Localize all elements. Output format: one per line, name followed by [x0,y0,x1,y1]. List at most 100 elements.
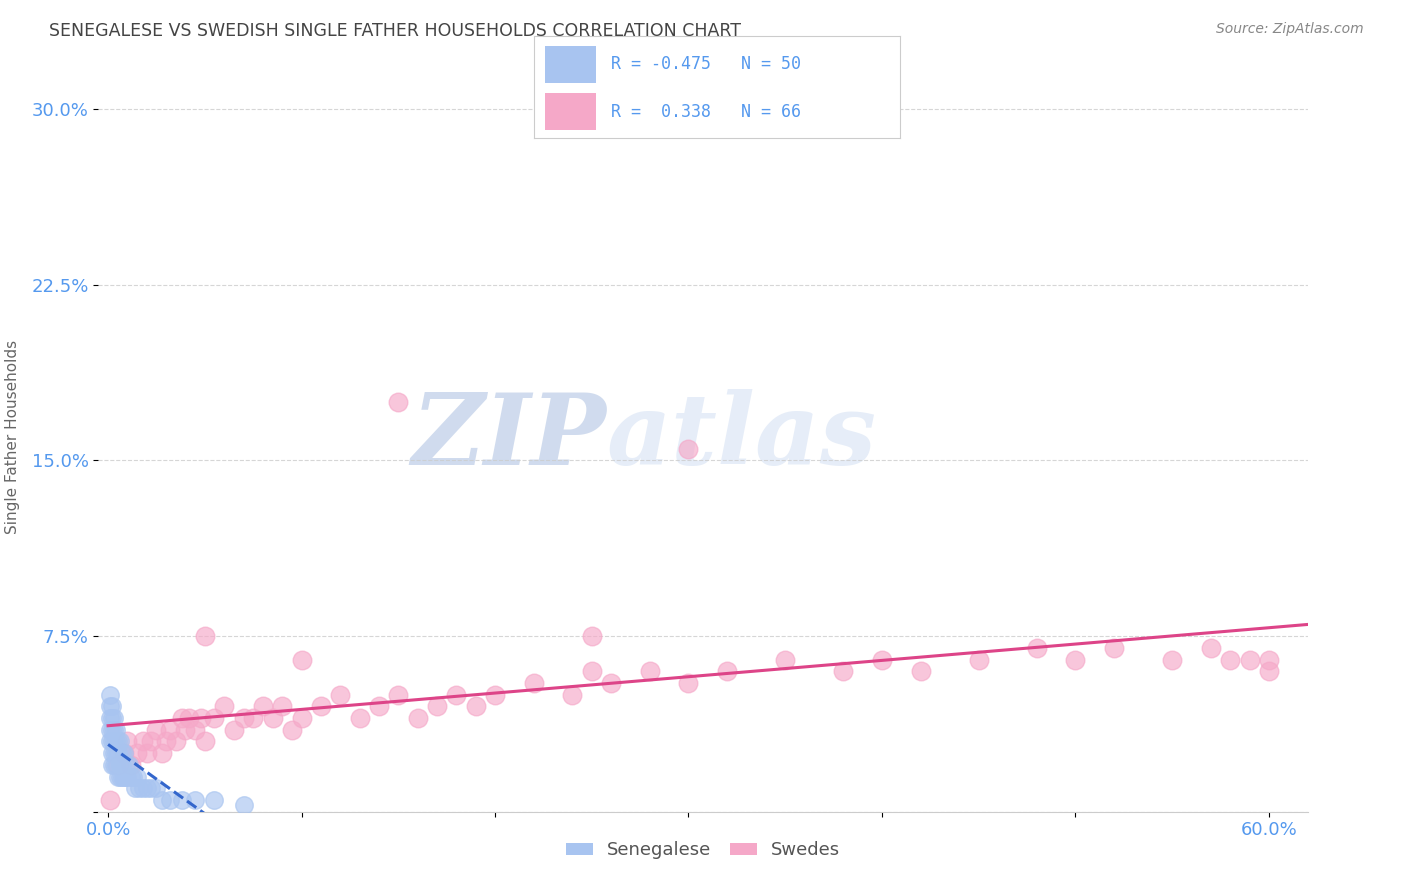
Point [870,652,893,666]
Point [98,688,121,702]
Point [127,770,149,784]
Point [406,711,429,725]
Point [174,723,197,737]
Bar [546,45,596,83]
Point [150,746,173,760]
Point [103,746,125,760]
Point [145,781,167,796]
Point [523,676,546,690]
Point [98,699,121,714]
Point [910,664,932,679]
Legend: Senegalese, Swedes: Senegalese, Swedes [558,834,848,866]
Text: atlas: atlas [606,389,876,485]
Point [155,734,177,748]
Point [104,746,127,760]
Point [159,723,181,737]
Point [368,699,391,714]
Point [150,793,173,807]
Point [232,711,254,725]
Point [184,793,207,807]
Point [600,676,623,690]
Point [190,711,212,725]
Point [678,442,700,456]
Point [832,664,855,679]
Point [104,758,127,772]
Point [1239,652,1261,666]
Point [128,781,150,796]
Point [1102,640,1125,655]
Point [638,664,661,679]
Point [98,793,121,807]
Point [124,781,146,796]
Point [139,734,162,748]
Point [446,688,468,702]
Point [387,395,409,409]
Point [716,664,738,679]
Point [108,758,131,772]
Point [484,688,506,702]
Point [561,688,583,702]
Point [132,781,155,796]
Point [1199,640,1222,655]
Point [281,723,304,737]
Point [145,723,167,737]
Point [111,746,134,760]
Point [132,734,155,748]
Bar [546,93,596,130]
Point [103,758,125,772]
Point [114,758,136,772]
Point [101,734,124,748]
Point [111,770,134,784]
Point [111,758,134,772]
Point [179,711,201,725]
Point [1025,640,1047,655]
Point [262,711,284,725]
Point [101,723,124,737]
Point [118,758,141,772]
Point [309,699,332,714]
Point [103,723,125,737]
Point [108,734,131,748]
Point [104,734,127,748]
Point [252,699,274,714]
Point [107,734,129,748]
Point [108,770,131,784]
Point [122,770,145,784]
Point [117,770,139,784]
Point [194,734,217,748]
Point [103,734,125,748]
Point [1219,652,1241,666]
Point [581,629,603,643]
Point [159,793,181,807]
Point [139,781,162,796]
Point [1064,652,1087,666]
Text: Source: ZipAtlas.com: Source: ZipAtlas.com [1216,22,1364,37]
Point [1257,664,1279,679]
Point [114,770,136,784]
Point [271,699,294,714]
Text: R =  0.338   N = 66: R = 0.338 N = 66 [612,103,801,120]
Point [426,699,449,714]
Point [232,797,254,812]
Point [104,723,127,737]
Point [98,711,121,725]
Point [290,711,312,725]
Point [117,734,139,748]
Point [387,688,409,702]
Point [1161,652,1184,666]
Point [112,746,135,760]
Point [222,723,245,737]
Point [101,711,124,725]
Point [204,793,226,807]
Point [1257,652,1279,666]
Point [170,793,193,807]
Point [112,770,135,784]
Point [212,699,235,714]
Point [127,746,149,760]
Y-axis label: Single Father Households: Single Father Households [6,340,20,534]
Point [170,711,193,725]
Point [120,770,142,784]
Point [184,723,207,737]
Point [464,699,486,714]
Point [204,711,226,725]
